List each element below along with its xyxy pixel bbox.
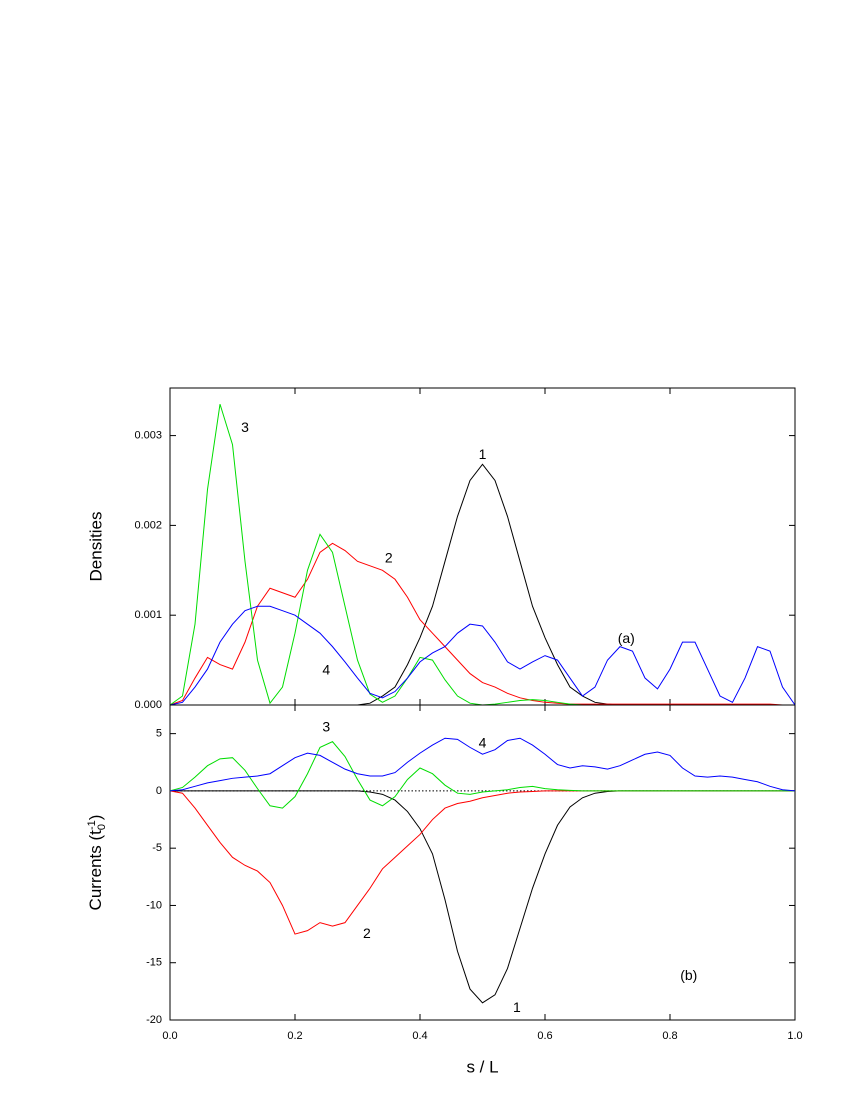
curve-label: 1 — [479, 446, 487, 462]
panel-label: (a) — [618, 630, 635, 646]
y-axis-title-part: -1 — [86, 820, 98, 830]
curve — [169, 737, 796, 792]
curve — [170, 790, 795, 1004]
y-axis-title: Densities — [86, 512, 105, 582]
curve-label: 2 — [363, 925, 371, 941]
curve-label: 4 — [479, 735, 487, 751]
curve — [169, 790, 795, 935]
x-tick-label: 0.2 — [287, 1030, 302, 1042]
curve — [169, 542, 795, 706]
curve-label: 3 — [322, 719, 330, 735]
curve-label: 3 — [241, 419, 249, 435]
y-tick-label: 0 — [156, 785, 162, 797]
x-axis-title: s / L — [466, 1057, 498, 1076]
y-axis-title: Currents (t0-1) — [86, 815, 108, 911]
y-tick-label: 0.002 — [134, 519, 162, 531]
y-tick-label: 0.003 — [134, 430, 162, 442]
y-tick-label: -15 — [146, 957, 162, 969]
y-tick-label: 0.001 — [134, 609, 162, 621]
y-tick-label: 5 — [156, 728, 162, 740]
curve-label: 4 — [322, 662, 330, 678]
y-tick-label: 0.000 — [134, 699, 162, 711]
x-tick-label: 0.8 — [662, 1030, 677, 1042]
curve — [170, 463, 795, 706]
y-axis-title-part: 0 — [96, 824, 108, 830]
y-tick-label: -10 — [146, 899, 162, 911]
curve — [169, 741, 795, 809]
y-tick-label: -20 — [146, 1014, 162, 1026]
plot-frame — [169, 387, 796, 706]
x-tick-label: 0.0 — [162, 1030, 177, 1042]
plot-frame — [169, 704, 796, 1021]
y-tick-label: -5 — [152, 842, 162, 854]
curve-label: 1 — [513, 999, 521, 1015]
y-axis-title-part: Currents (t — [86, 830, 105, 911]
curve-label: 2 — [385, 549, 393, 565]
curve — [169, 605, 796, 706]
x-tick-label: 0.4 — [412, 1030, 427, 1042]
y-axis-title-part: ) — [86, 815, 105, 821]
x-tick-label: 0.6 — [537, 1030, 552, 1042]
panel-label: (b) — [680, 967, 697, 983]
x-tick-label: 1.0 — [787, 1030, 802, 1042]
